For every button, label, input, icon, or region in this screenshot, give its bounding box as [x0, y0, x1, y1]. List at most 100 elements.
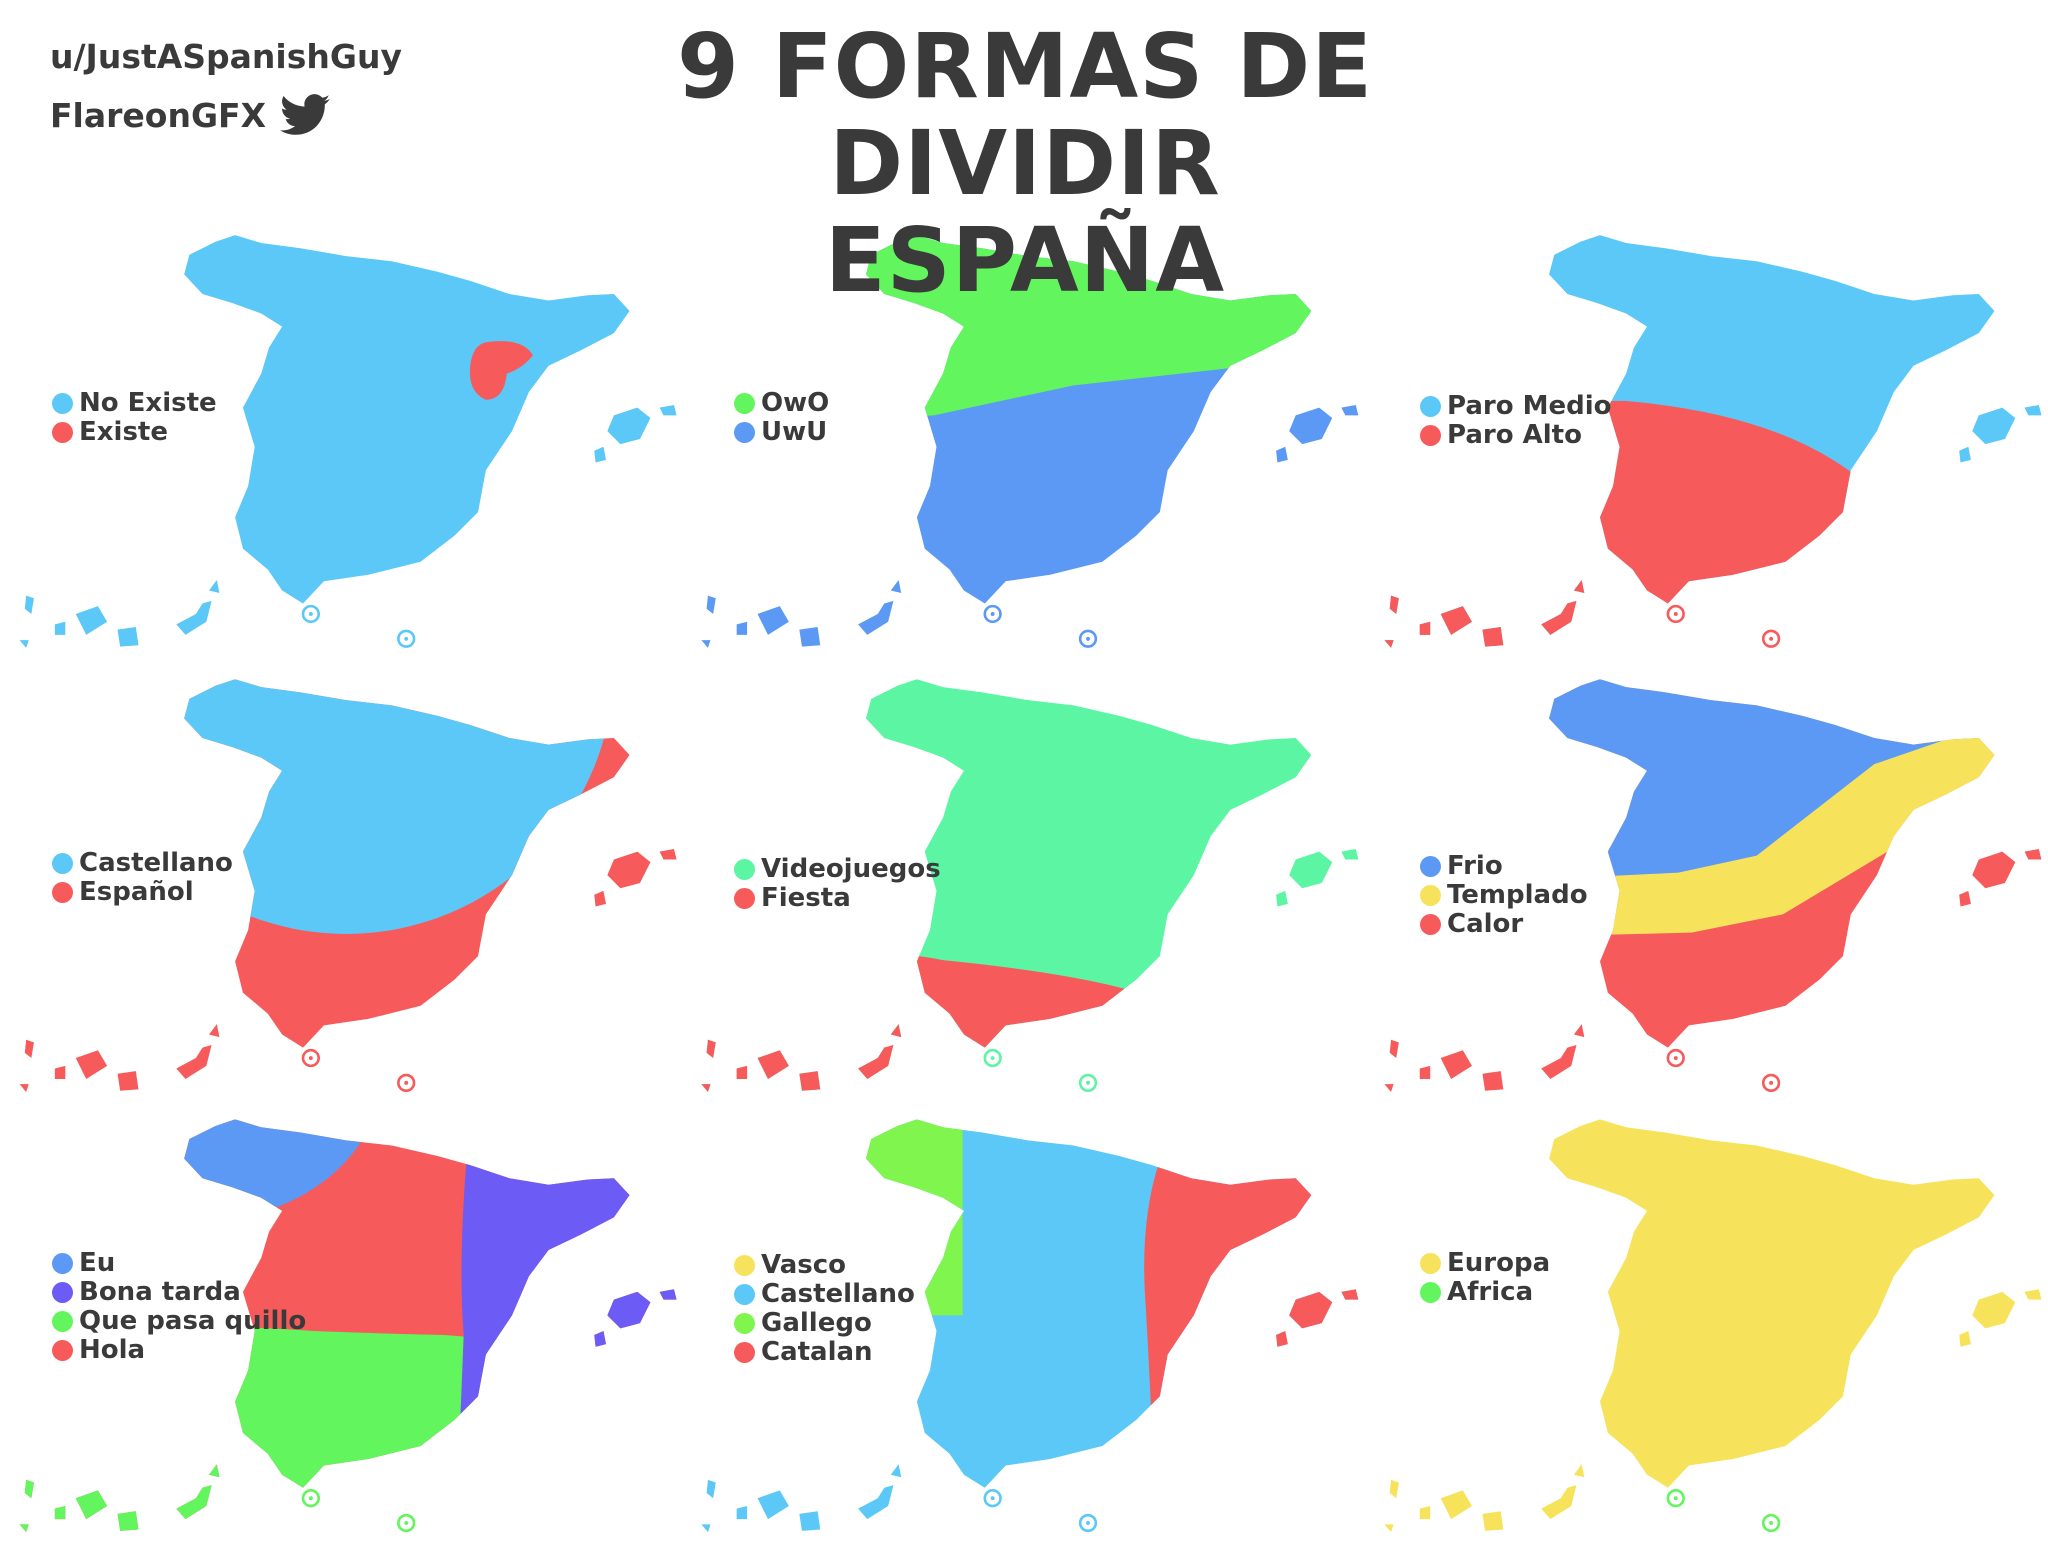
legend-swatch: [52, 853, 73, 874]
city-marker-dot: [308, 1056, 313, 1060]
legend-item: OwO: [734, 389, 829, 418]
legend-item: Español: [52, 878, 233, 907]
city-marker-icon: [1666, 1489, 1685, 1508]
legend-swatch: [1420, 885, 1441, 906]
legend-label: Que pasa quillo: [79, 1306, 307, 1336]
city-marker-icon: [1078, 629, 1098, 648]
legend-item: Calor: [1420, 910, 1588, 939]
legend-swatch: [734, 1342, 755, 1363]
city-marker-dot: [1086, 1080, 1090, 1085]
legend-swatch: [1420, 856, 1441, 877]
city-marker-dot: [990, 612, 995, 616]
twitter-handle: FlareonGFX: [50, 95, 267, 135]
legend-item: Castellano: [52, 849, 233, 878]
title-line-1: 9 FORMAS DE DIVIDIR: [676, 14, 1374, 215]
legend-item: Hola: [52, 1336, 306, 1365]
legend-swatch: [52, 882, 73, 903]
city-marker-dot: [404, 1521, 409, 1525]
legend-label: Vasco: [761, 1250, 846, 1280]
legend-map-2: OwO UwU: [734, 389, 829, 447]
legend-item: Paro Alto: [1420, 421, 1612, 450]
city-marker-icon: [1761, 1073, 1781, 1092]
legend-label: Frio: [1447, 851, 1503, 881]
legend-swatch: [52, 422, 73, 443]
legend-swatch: [52, 1340, 73, 1361]
legend-swatch: [734, 422, 755, 443]
legend-item: Vasco: [734, 1251, 915, 1280]
city-marker-icon: [983, 1489, 1002, 1508]
city-marker-dot: [1673, 1056, 1678, 1060]
legend-item: Eu: [52, 1249, 306, 1278]
legend-label: Español: [79, 877, 194, 907]
city-marker-dot: [990, 1496, 995, 1501]
legend-item: Existe: [52, 418, 217, 447]
city-marker-dot: [1769, 1080, 1774, 1085]
map-region: [459, 1119, 677, 1433]
legend-label: Paro Alto: [1447, 420, 1582, 450]
city-marker-dot: [1769, 1521, 1774, 1525]
legend-label: Fiesta: [761, 883, 851, 913]
legend-swatch: [52, 1282, 73, 1303]
legend-swatch: [734, 1255, 755, 1276]
legend-swatch: [52, 1253, 73, 1274]
city-marker-dot: [1769, 636, 1774, 641]
city-marker-dot: [308, 1496, 313, 1501]
legend-label: Templado: [1447, 880, 1588, 910]
city-marker-icon: [1078, 1513, 1098, 1533]
legend-swatch: [1420, 1282, 1441, 1303]
legend-label: Hola: [79, 1335, 146, 1365]
legend-label: Catalan: [761, 1337, 873, 1367]
city-marker-icon: [1078, 1073, 1098, 1092]
city-marker-dot: [990, 1056, 995, 1060]
legend-swatch: [1420, 396, 1441, 417]
legend-swatch: [52, 393, 73, 414]
legend-item: UwU: [734, 418, 829, 447]
legend-map-6: Frio Templado Calor: [1420, 852, 1588, 939]
city-marker-icon: [1666, 604, 1685, 624]
legend-label: Africa: [1447, 1277, 1534, 1307]
legend-label: Calor: [1447, 909, 1524, 939]
city-marker-icon: [1761, 629, 1781, 648]
city-marker-dot: [404, 636, 409, 641]
legend-item: Europa: [1420, 1249, 1550, 1278]
legend-item: Templado: [1420, 881, 1588, 910]
legend-label: Gallego: [761, 1308, 872, 1338]
map-region: [469, 341, 533, 400]
legend-swatch: [1420, 1253, 1441, 1274]
legend-item: No Existe: [52, 389, 217, 418]
twitter-credit: FlareonGFX: [50, 94, 331, 136]
map-region: [1384, 1119, 2042, 1533]
city-marker-dot: [1673, 612, 1678, 616]
city-marker-dot: [1673, 1496, 1678, 1501]
legend-label: OwO: [761, 388, 830, 418]
map-region: [1080, 1119, 1133, 1126]
city-marker-icon: [301, 1489, 320, 1508]
legend-swatch: [734, 1284, 755, 1305]
legend-item: Videojuegos: [734, 855, 941, 884]
legend-swatch: [52, 1311, 73, 1332]
legend-swatch: [734, 888, 755, 909]
spain-map-9: [1384, 1119, 2042, 1533]
legend-label: Castellano: [761, 1279, 915, 1309]
city-marker-icon: [301, 604, 320, 624]
legend-item: Catalan: [734, 1338, 915, 1367]
page-title: 9 FORMAS DE DIVIDIR ESPAÑA: [470, 18, 1580, 309]
legend-map-5: Videojuegos Fiesta: [734, 855, 941, 913]
map-region: [1144, 1119, 1359, 1433]
legend-item: Africa: [1420, 1278, 1550, 1307]
legend-label: Paro Medio: [1447, 391, 1612, 421]
city-marker-dot: [1086, 636, 1090, 641]
legend-item: Gallego: [734, 1309, 915, 1338]
legend-label: Eu: [79, 1248, 116, 1278]
legend-swatch: [734, 1313, 755, 1334]
twitter-bird-icon: [280, 94, 331, 135]
legend-item: Fiesta: [734, 884, 941, 913]
city-marker-dot: [404, 1080, 409, 1085]
legend-label: Europa: [1447, 1248, 1551, 1278]
legend-item: Que pasa quillo: [52, 1307, 306, 1336]
legend-map-4: Castellano Español: [52, 849, 233, 907]
legend-label: Bona tarda: [79, 1277, 241, 1307]
city-marker-icon: [983, 604, 1002, 624]
